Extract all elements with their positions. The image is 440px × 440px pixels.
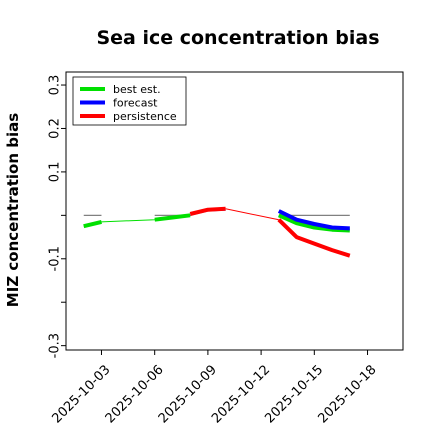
y-tick-label-2: 0.1 <box>48 162 63 183</box>
series-group <box>83 206 351 258</box>
legend-label-0: best est. <box>113 83 161 96</box>
chart-title: Sea ice concentration bias <box>96 27 379 49</box>
series-line-persistence-1 <box>225 208 279 221</box>
series-line-best-est--2 <box>154 213 191 222</box>
series-line-persistence-2 <box>277 218 351 258</box>
y-tick-label-4: -0.1 <box>48 246 63 271</box>
y-axis-label: MIZ concentration bias <box>4 113 22 307</box>
series-line-best-est--1 <box>83 219 102 229</box>
x-axis: 2025-10-032025-10-062025-10-092025-10-12… <box>49 350 380 426</box>
series-line-best-est--3 <box>277 213 350 233</box>
legend-label-1: forecast <box>113 97 158 110</box>
legend-label-2: persistence <box>113 110 177 123</box>
y-tick-label-1: 0.2 <box>48 118 63 139</box>
series-line-persistence-0 <box>189 206 226 216</box>
y-tick-label-0: 0.3 <box>48 75 63 96</box>
y-axis: 0.3 0.2 0.1 -0.1 -0.3 <box>48 75 66 358</box>
y-tick-label-6: -0.3 <box>48 333 63 358</box>
series-line-forecast-1 <box>277 209 350 231</box>
